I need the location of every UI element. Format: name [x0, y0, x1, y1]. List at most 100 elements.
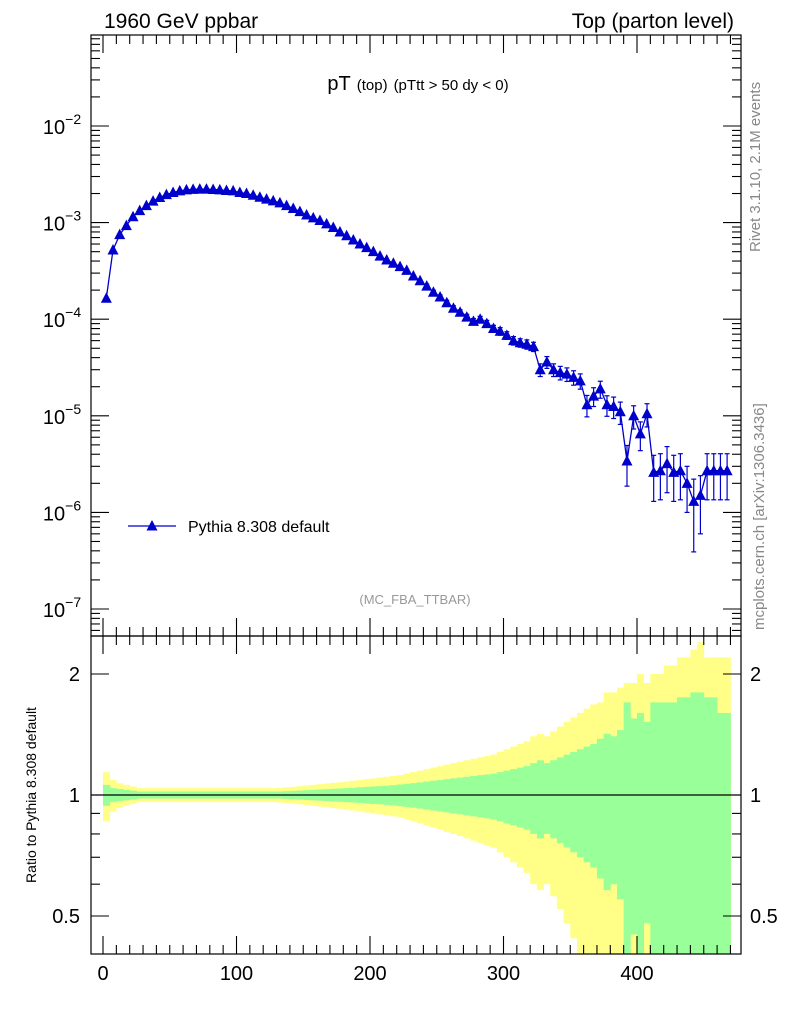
series-point	[294, 205, 306, 217]
series-point	[254, 191, 266, 202]
series-point	[287, 202, 299, 213]
ratio-inner-band-bin	[683, 697, 691, 954]
ratio-y-tick-label: 1	[69, 785, 80, 807]
series-point	[347, 234, 359, 245]
ratio-ylabel: Ratio to Pythia 8.308 default	[23, 707, 39, 883]
ratio-inner-band-bin	[570, 751, 578, 853]
ratio-inner-band-bin	[717, 712, 725, 954]
ratio-inner-band-bin	[450, 778, 458, 814]
series-point	[521, 338, 533, 349]
series-point	[127, 210, 139, 222]
series-point	[307, 211, 319, 223]
series-point	[561, 368, 573, 379]
series-point	[321, 217, 333, 229]
main-series	[100, 183, 733, 553]
series-point	[621, 455, 633, 466]
series-point	[401, 264, 413, 275]
series-point	[474, 313, 486, 324]
main-frame	[90, 34, 742, 637]
series-point	[494, 325, 506, 336]
series-point	[374, 250, 386, 261]
ratio-inner-band-bin	[536, 760, 544, 839]
series-point	[654, 464, 666, 476]
series-line	[105, 188, 728, 503]
series-point	[207, 183, 219, 195]
series-point	[147, 195, 159, 206]
series-point	[134, 204, 146, 216]
series-point	[381, 254, 393, 265]
series-point	[301, 208, 313, 220]
y-tick-label: 10−2	[43, 111, 81, 139]
ratio-inner-band-bin	[463, 776, 471, 816]
series-point	[407, 270, 419, 281]
series-point	[341, 229, 353, 241]
axes: 10−7 10−6 10−5 10−4 10−3 10−2 0 100 200 300 400 0.5…	[43, 35, 778, 985]
series-point	[568, 371, 580, 382]
series-point	[554, 366, 566, 378]
plot-title-sub2: (pTtt > 50 dy < 0)	[394, 77, 509, 94]
series-point	[548, 363, 560, 375]
series-point	[481, 317, 493, 329]
legend-marker	[146, 520, 158, 531]
ratio-inner-band-bin	[443, 779, 451, 813]
series-point	[588, 390, 600, 401]
series-point	[241, 187, 253, 199]
series-point	[674, 464, 686, 476]
series-point	[281, 199, 293, 211]
series-point	[441, 296, 453, 308]
series-point	[528, 340, 540, 352]
plot-title-main: pT	[327, 73, 350, 95]
ratio-inner-band-bin	[637, 712, 645, 954]
series-point	[508, 334, 520, 346]
series-point	[114, 228, 126, 240]
ratio-inner-band-bin	[623, 702, 631, 954]
ratio-y-tick-label: 2	[69, 664, 80, 686]
ratio-inner-band-bin	[663, 702, 671, 954]
series-point	[608, 400, 620, 411]
ratio-inner-band-bin	[456, 777, 464, 815]
y-tick-label: 10−7	[43, 594, 81, 622]
y-tick-label: 10−5	[43, 401, 81, 429]
ratio-inner-band-bin	[483, 774, 491, 819]
ratio-inner-band-bin	[723, 712, 731, 954]
ratio-inner-band-bin	[643, 721, 651, 924]
ratio-inner-band-bin	[436, 779, 444, 812]
series-point	[694, 489, 706, 500]
ratio-inner-band-bin	[503, 770, 511, 824]
ratio-inner-band-bin	[496, 772, 504, 822]
series-point	[454, 306, 466, 317]
ratio-y-tick-label-right: 2	[750, 664, 761, 686]
series-point	[601, 398, 613, 410]
plot-title-sub1: (top)	[357, 77, 388, 94]
ratio-inner-band-bin	[583, 746, 591, 863]
header-right: Top (parton level)	[572, 10, 734, 33]
ratio-inner-band-bin	[576, 749, 584, 858]
series-point	[634, 427, 646, 439]
source-label: mcplots.cern.ch [arXiv:1306.3436]	[751, 403, 768, 630]
ratio-inner-band-bin	[590, 743, 598, 868]
series-point	[267, 194, 279, 206]
series-point	[641, 407, 653, 419]
ratio-inner-band-bin	[610, 736, 618, 885]
ratio-inner-band-bin	[556, 757, 564, 843]
series-point	[487, 322, 499, 334]
series-point	[334, 225, 346, 237]
x-tick-label: 100	[220, 963, 253, 985]
ratio-inner-band-bin	[690, 692, 698, 954]
ratio-inner-band-bin	[650, 702, 658, 954]
rivet-version-label: Rivet 3.1.10, 2.1M events	[747, 82, 764, 252]
ratio-y-tick-label: 0.5	[52, 906, 80, 928]
legend: Pythia 8.308 default	[128, 519, 330, 536]
series-point	[614, 405, 626, 417]
series-point	[427, 286, 439, 297]
ratio-inner-band-bin	[550, 760, 558, 839]
series-point	[154, 191, 166, 202]
y-tick-label: 10−4	[43, 304, 81, 332]
ratio-inner-band-bin	[476, 775, 484, 818]
ratio-inner-band-bin	[710, 697, 718, 954]
series-point	[414, 274, 426, 286]
ratio-y-tick-label-right: 0.5	[750, 906, 778, 928]
series-point	[628, 409, 640, 421]
series-point	[387, 257, 399, 268]
